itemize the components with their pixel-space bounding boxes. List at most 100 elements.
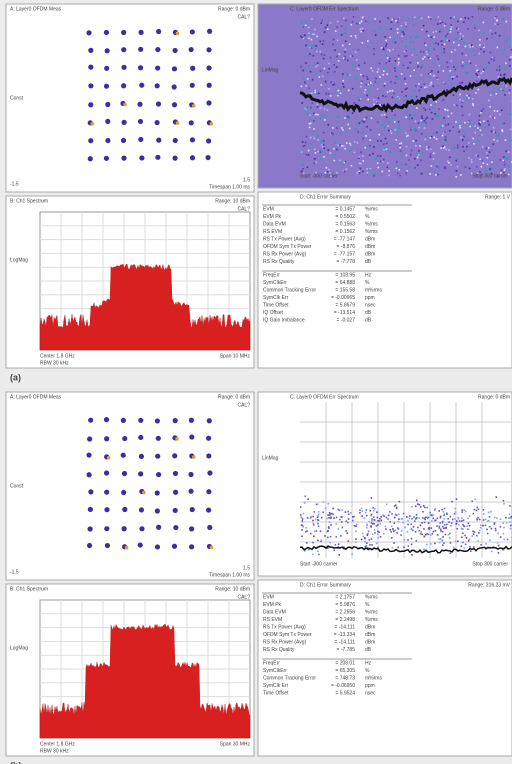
plot-dot bbox=[397, 546, 400, 549]
plot-dot bbox=[348, 127, 351, 130]
box-tag: CAL? bbox=[237, 402, 250, 408]
plot-dot bbox=[438, 527, 441, 529]
plot-dot bbox=[357, 68, 360, 70]
plot-dot bbox=[433, 136, 436, 139]
plot-dot bbox=[424, 506, 426, 509]
plot-dot bbox=[493, 59, 495, 62]
plot-dot bbox=[433, 42, 436, 44]
plot-dot bbox=[416, 164, 419, 166]
plot-dot bbox=[383, 113, 386, 116]
constellation-point bbox=[120, 417, 126, 423]
row-label: EVM Pk bbox=[263, 214, 282, 220]
plot-dot bbox=[482, 21, 485, 24]
plot-dot bbox=[358, 170, 360, 173]
plot-dot bbox=[379, 160, 382, 163]
plot-dot bbox=[343, 85, 345, 88]
plot-dot bbox=[407, 18, 410, 20]
plot-dot bbox=[384, 525, 387, 528]
plot-dot bbox=[424, 108, 427, 111]
plot-dot bbox=[329, 175, 332, 177]
plot-dot bbox=[343, 17, 345, 20]
plot-dot bbox=[304, 24, 307, 27]
plot-dot bbox=[507, 37, 510, 40]
plot-dot bbox=[308, 55, 310, 57]
plot-dot bbox=[408, 166, 411, 169]
plot-dot bbox=[327, 170, 329, 173]
plot-dot bbox=[307, 498, 309, 500]
plot-dot bbox=[445, 526, 448, 529]
plot-dot bbox=[400, 142, 403, 145]
plot-dot bbox=[305, 107, 308, 109]
row-unit: %rms bbox=[365, 617, 378, 623]
plot-dot bbox=[382, 533, 385, 535]
box-title: A: Layer0 OFDM Meas bbox=[10, 6, 62, 12]
plot-dot bbox=[365, 509, 368, 511]
plot-dot bbox=[373, 519, 376, 521]
plot-dot bbox=[447, 517, 449, 520]
plot-dot bbox=[320, 84, 323, 86]
plot-dot bbox=[348, 117, 351, 120]
plot-dot bbox=[425, 145, 428, 148]
plot-dot bbox=[501, 89, 504, 91]
plot-dot bbox=[411, 517, 413, 520]
plot-dot bbox=[466, 94, 468, 97]
box-range: Range: 0 dBm bbox=[478, 6, 510, 12]
plot-dot bbox=[454, 511, 457, 513]
plot-dot bbox=[329, 22, 332, 24]
plot-dot bbox=[463, 150, 465, 152]
plot-dot bbox=[361, 510, 363, 512]
plot-dot bbox=[341, 145, 343, 147]
plot-dot bbox=[435, 42, 437, 44]
plot-dot bbox=[426, 506, 428, 509]
plot-dot bbox=[490, 150, 492, 152]
plot-dot bbox=[493, 110, 496, 112]
constellation-point bbox=[137, 65, 144, 71]
plot-dot bbox=[410, 523, 413, 525]
plot-dot bbox=[491, 56, 494, 59]
plot-dot bbox=[447, 533, 450, 536]
plot-dot bbox=[346, 532, 349, 535]
plot-dot bbox=[400, 518, 403, 520]
plot-dot bbox=[312, 541, 314, 544]
row-label: IQ Gain Imbalance bbox=[263, 317, 305, 323]
plot-dot bbox=[337, 543, 340, 545]
plot-dot bbox=[314, 91, 317, 94]
plot-dot bbox=[340, 87, 343, 90]
plot-dot bbox=[477, 70, 480, 73]
plot-dot bbox=[386, 166, 389, 169]
plot-dot bbox=[395, 507, 398, 510]
plot-dot bbox=[415, 139, 417, 142]
plot-dot bbox=[310, 532, 312, 535]
plot-dot bbox=[429, 173, 432, 175]
plot-dot bbox=[359, 167, 362, 170]
plot-dot bbox=[442, 99, 445, 101]
plot-dot bbox=[483, 46, 485, 49]
panel-label: (a) bbox=[10, 372, 21, 382]
plot-dot bbox=[496, 140, 499, 142]
row-label: EVM bbox=[263, 594, 274, 600]
plot-dot bbox=[401, 35, 403, 38]
row-unit: m%rms bbox=[365, 675, 382, 681]
plot-dot bbox=[457, 540, 459, 543]
plot-dot bbox=[493, 131, 496, 133]
row-unit: %rms bbox=[365, 221, 378, 227]
plot-dot bbox=[358, 122, 361, 124]
constellation-point bbox=[171, 66, 178, 72]
constellation-point bbox=[104, 48, 110, 54]
plot-dot bbox=[405, 49, 407, 52]
plot-dot bbox=[376, 88, 379, 90]
plot-dot bbox=[418, 83, 420, 85]
plot-dot bbox=[387, 17, 390, 20]
plot-dot bbox=[364, 545, 367, 548]
plot-dot bbox=[459, 124, 461, 127]
plot-dot bbox=[462, 524, 465, 527]
plot-dot bbox=[478, 52, 480, 55]
plot-dot bbox=[384, 82, 386, 85]
plot-dot bbox=[454, 16, 457, 18]
plot-dot bbox=[365, 83, 368, 86]
plot-dot bbox=[411, 554, 413, 556]
plot-dot bbox=[509, 521, 511, 523]
plot-dot bbox=[371, 544, 373, 546]
plot-dot bbox=[314, 28, 316, 31]
plot-dot bbox=[400, 73, 403, 75]
